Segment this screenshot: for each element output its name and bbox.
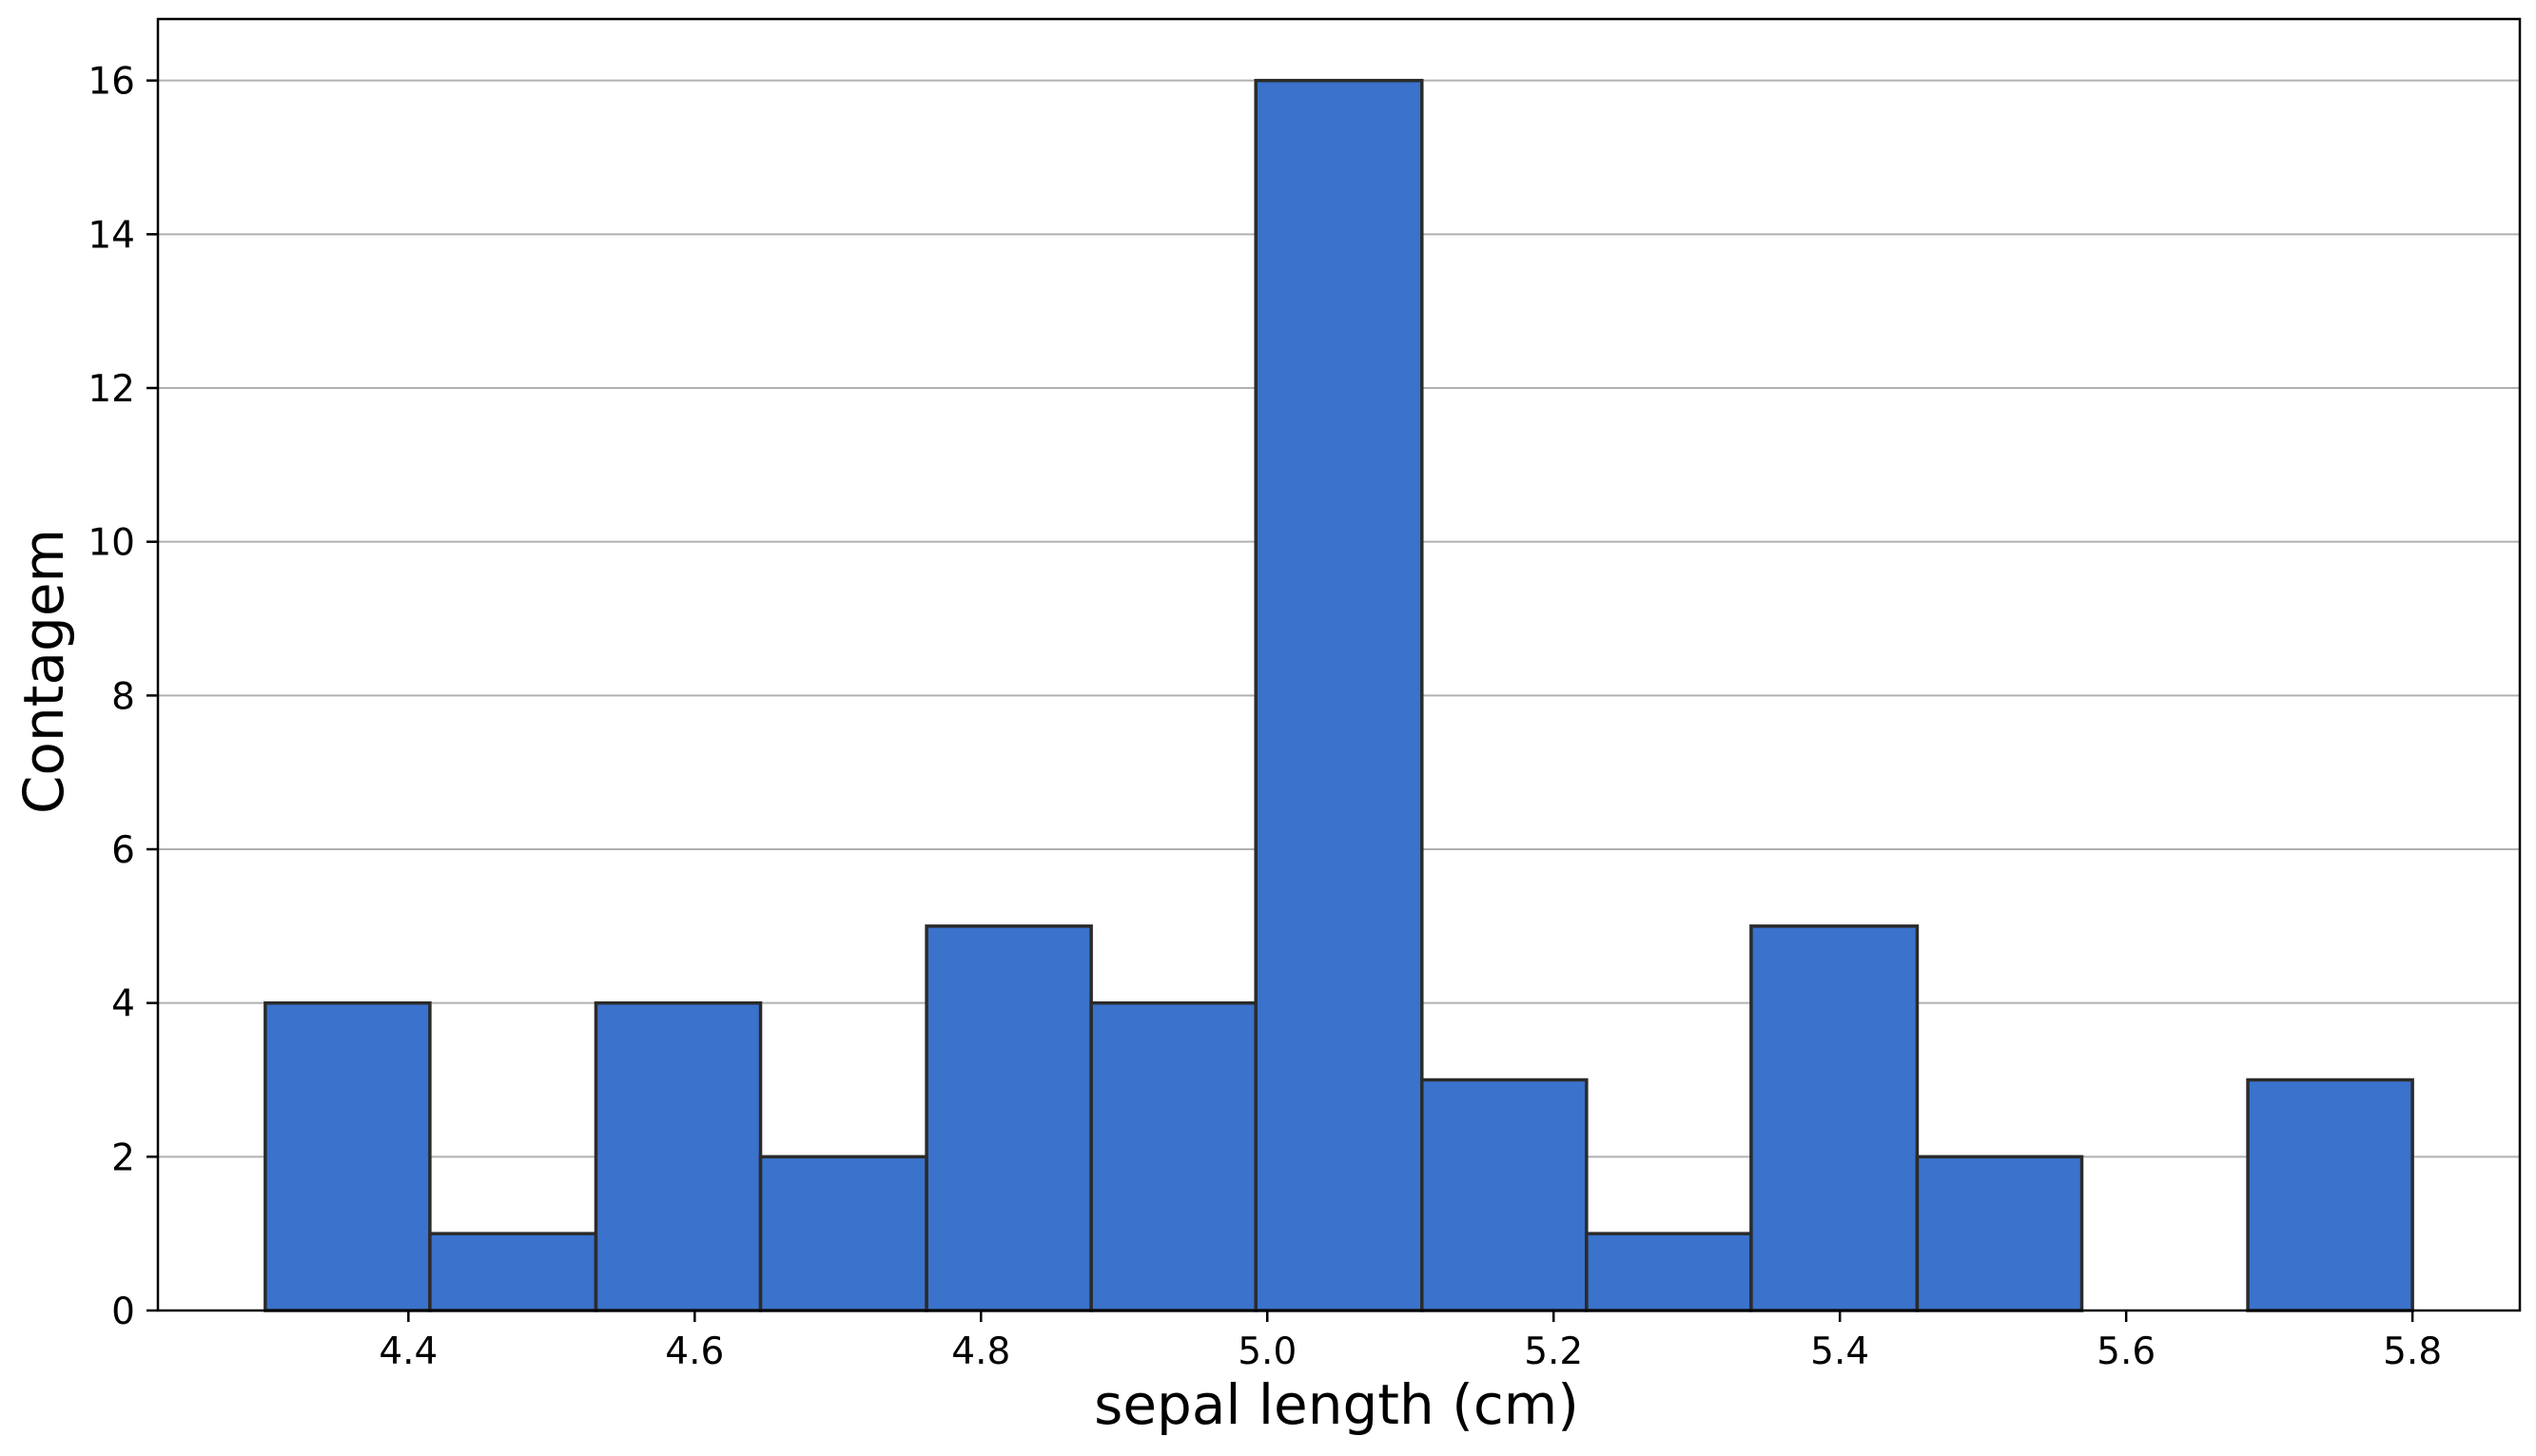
histogram-bar [594, 1000, 763, 1312]
histogram-bar [428, 1232, 598, 1312]
axes [156, 17, 2522, 1312]
y-axis-label: Contagem [11, 529, 76, 814]
y-tick-label: 4 [111, 983, 135, 1026]
histogram-bar [1420, 1077, 1589, 1312]
y-tick-label: 2 [111, 1136, 135, 1179]
x-tick-label: 4.6 [665, 1330, 724, 1373]
histogram-bar [925, 924, 1093, 1312]
histogram-bar [2246, 1077, 2414, 1312]
histogram-bar [1915, 1155, 2084, 1312]
y-tick-label: 10 [88, 522, 135, 565]
x-tick-label: 5.8 [2383, 1330, 2442, 1373]
plot-frame [156, 17, 2522, 1312]
x-tick-label: 4.4 [379, 1330, 438, 1373]
y-axis-ticks: 0 2 4 6 8 10 12 14 16 [88, 61, 158, 1333]
x-axis-label: sepal length (cm) [1094, 1372, 1579, 1437]
histogram-bar [1749, 924, 1920, 1312]
histogram-bar [1089, 1000, 1258, 1312]
y-tick-label: 16 [88, 61, 135, 104]
x-tick-label: 5.0 [1238, 1330, 1297, 1373]
y-tick-label: 14 [88, 214, 135, 257]
x-tick-label: 5.6 [2097, 1330, 2156, 1373]
x-tick-label: 5.4 [1810, 1330, 1869, 1373]
y-tick-label: 8 [111, 675, 135, 718]
y-tick-label: 12 [88, 368, 135, 411]
x-tick-label: 5.2 [1524, 1330, 1583, 1373]
y-tick-label: 0 [111, 1291, 135, 1333]
histogram-bars [263, 78, 2414, 1312]
histogram-bar [263, 1000, 432, 1312]
histogram-bar [1585, 1232, 1753, 1312]
histogram-bar [758, 1155, 928, 1312]
x-tick-label: 4.8 [951, 1330, 1010, 1373]
x-axis-ticks: 4.4 4.6 4.8 5.0 5.2 5.4 5.6 5.8 [379, 1310, 2442, 1373]
histogram-bar [1254, 78, 1424, 1312]
y-tick-label: 6 [111, 829, 135, 872]
